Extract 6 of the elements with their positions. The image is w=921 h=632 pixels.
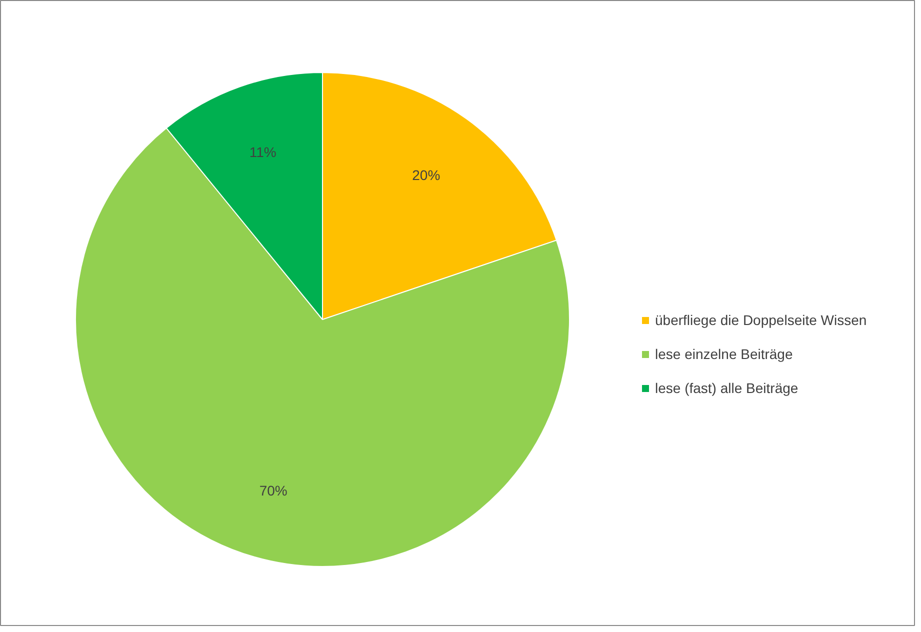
data-label: 20% <box>412 166 440 183</box>
legend-label: überfliege die Doppelseite Wissen <box>655 312 867 328</box>
data-label: 70% <box>259 482 288 498</box>
data-label: 11% <box>249 144 276 160</box>
legend-label: lese (fast) alle Beiträge <box>655 380 798 396</box>
legend-label: lese einzelne Beiträge <box>655 346 793 362</box>
